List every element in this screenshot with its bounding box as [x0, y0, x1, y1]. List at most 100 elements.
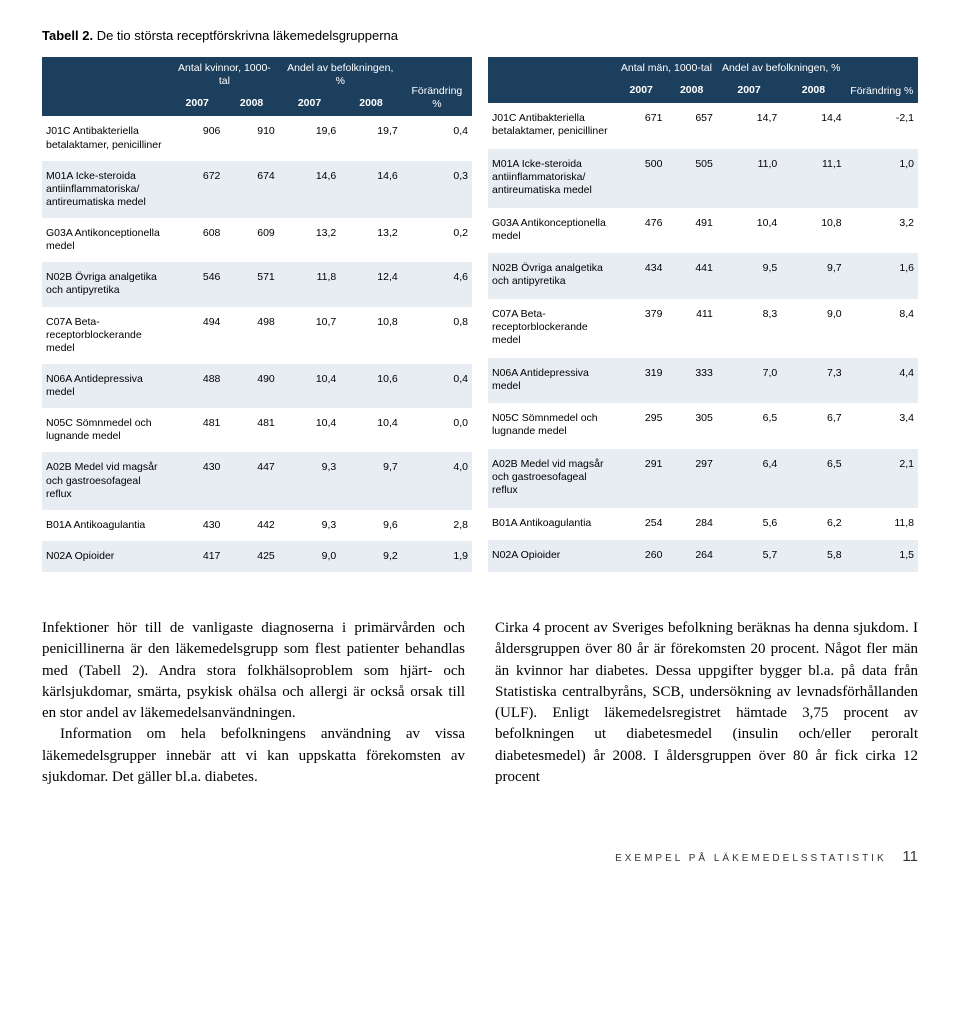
row-label: B01A Antikoagulantia — [42, 510, 170, 541]
row-label: G03A Antikonceptionella medel — [42, 218, 170, 262]
cell: 657 — [666, 103, 716, 149]
cell: 7,3 — [781, 358, 845, 404]
table-row: N02B Övriga analgetika och antipyretika4… — [488, 253, 918, 299]
cell: 260 — [616, 540, 666, 572]
col-change: Förändring % — [402, 57, 472, 116]
cell: 7,0 — [717, 358, 781, 404]
cell: 10,4 — [279, 408, 340, 452]
cell: 10,4 — [340, 408, 401, 452]
cell: 411 — [666, 299, 716, 358]
cell: 2,8 — [402, 510, 472, 541]
cell: 6,5 — [717, 403, 781, 449]
cell: 430 — [170, 452, 224, 509]
cell: 13,2 — [340, 218, 401, 262]
table-row: J01C Antibakteriella betalaktamer, penic… — [42, 116, 472, 160]
cell: 505 — [666, 149, 716, 208]
cell: 8,3 — [717, 299, 781, 358]
cell: 9,7 — [781, 253, 845, 299]
row-label: N06A Antidepressiva medel — [42, 364, 170, 408]
cell: 5,7 — [717, 540, 781, 572]
cell: 10,4 — [279, 364, 340, 408]
col-year: 2008 — [666, 80, 716, 103]
tbody-men: J01C Antibakteriella betalaktamer, penic… — [488, 103, 918, 572]
table-number: Tabell 2. — [42, 28, 93, 43]
table-men: Antal män, 1000-tal Andel av befolkninge… — [488, 57, 918, 572]
table-row: J01C Antibakteriella betalaktamer, penic… — [488, 103, 918, 149]
cell: 14,6 — [340, 161, 401, 218]
row-label: N02A Opioider — [488, 540, 616, 572]
cell: 14,6 — [279, 161, 340, 218]
cell: 481 — [224, 408, 278, 452]
body-text: Infektioner hör till de vanligaste diagn… — [42, 618, 918, 788]
cell: 284 — [666, 508, 716, 540]
cell: 500 — [616, 149, 666, 208]
cell: 6,5 — [781, 449, 845, 508]
cell: 264 — [666, 540, 716, 572]
cell: 297 — [666, 449, 716, 508]
cell: 442 — [224, 510, 278, 541]
table-row: M01A Icke-steroida antiinflammatoriska/ … — [488, 149, 918, 208]
cell: 430 — [170, 510, 224, 541]
cell: 1,0 — [846, 149, 918, 208]
cell: 19,7 — [340, 116, 401, 160]
cell: 9,3 — [279, 510, 340, 541]
cell: 1,6 — [846, 253, 918, 299]
row-label: N02B Övriga analgetika och antipyretika — [42, 262, 170, 306]
cell: 10,6 — [340, 364, 401, 408]
table-row: G03A Antikonceptionella medel60860913,21… — [42, 218, 472, 262]
table-row: N06A Antidepressiva medel48849010,410,60… — [42, 364, 472, 408]
table-row: N02B Övriga analgetika och antipyretika 5… — [42, 262, 472, 306]
row-label: N06A Antidepressiva medel — [488, 358, 616, 404]
body-col-right: Cirka 4 procent av Sveriges befolkning b… — [495, 618, 918, 788]
cell: 5,8 — [781, 540, 845, 572]
cell: 476 — [616, 208, 666, 254]
col-share: Andel av befolkningen, % — [279, 57, 402, 93]
cell: 3,2 — [846, 208, 918, 254]
row-label: J01C Antibakteriella betalaktamer, penic… — [42, 116, 170, 160]
cell: 295 — [616, 403, 666, 449]
cell: 11,8 — [279, 262, 340, 306]
body-paragraph: Information om hela befolkningens använd… — [42, 724, 465, 788]
table-row: N02A Opioider2602645,75,81,5 — [488, 540, 918, 572]
col-rowlabel — [42, 57, 170, 116]
col-men-count: Antal män, 1000-tal — [616, 57, 717, 80]
cell: 608 — [170, 218, 224, 262]
table-row: N06A Antidepressiva medel3193337,07,34,4 — [488, 358, 918, 404]
cell: -2,1 — [846, 103, 918, 149]
table-row: N05C Sömnmedel och lugnande medel2953056… — [488, 403, 918, 449]
cell: 6,4 — [717, 449, 781, 508]
cell: 10,4 — [717, 208, 781, 254]
col-change: Förändring % — [846, 57, 918, 103]
col-year: 2008 — [781, 80, 845, 103]
cell: 12,4 — [340, 262, 401, 306]
table-row: A02B Medel vid magsår och gastroesofagea… — [42, 452, 472, 509]
row-label: A02B Medel vid magsår och gastroesofagea… — [42, 452, 170, 509]
cell: 434 — [616, 253, 666, 299]
cell: 9,2 — [340, 541, 401, 572]
cell: 571 — [224, 262, 278, 306]
table-caption-text: De tio största receptförskrivna läkemede… — [97, 28, 398, 43]
row-label: N02B Övriga analgetika och antipyretika — [488, 253, 616, 299]
table-caption: Tabell 2. De tio största receptförskrivn… — [42, 28, 918, 43]
table-row: N02A Opioider4174259,09,21,9 — [42, 541, 472, 572]
cell: 906 — [170, 116, 224, 160]
cell: 2,1 — [846, 449, 918, 508]
page-number: 11 — [902, 848, 918, 865]
cell: 609 — [224, 218, 278, 262]
col-year: 2007 — [717, 80, 781, 103]
cell: 910 — [224, 116, 278, 160]
row-label: J01C Antibakteriella betalaktamer, penic… — [488, 103, 616, 149]
tbody-women: J01C Antibakteriella betalaktamer, penic… — [42, 116, 472, 572]
footer-text: EXEMPEL PÅ LÄKEMEDELSSTATISTIK — [615, 853, 887, 864]
cell: 0,2 — [402, 218, 472, 262]
cell: 11,1 — [781, 149, 845, 208]
row-label: N05C Sömnmedel och lugnande medel — [488, 403, 616, 449]
cell: 10,7 — [279, 307, 340, 364]
cell: 9,0 — [781, 299, 845, 358]
cell: 417 — [170, 541, 224, 572]
cell: 672 — [170, 161, 224, 218]
col-year: 2007 — [616, 80, 666, 103]
col-rowlabel — [488, 57, 616, 103]
cell: 674 — [224, 161, 278, 218]
body-col-left: Infektioner hör till de vanligaste diagn… — [42, 618, 465, 788]
